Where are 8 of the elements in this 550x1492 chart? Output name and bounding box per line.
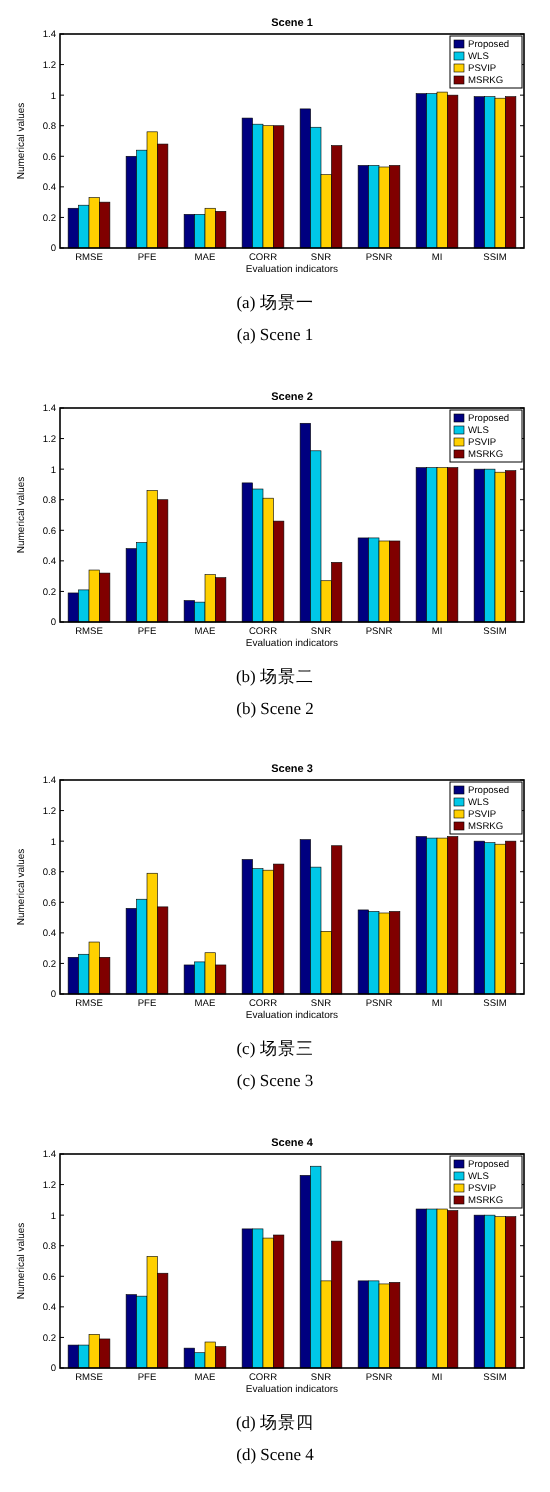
text: (c) 场景三 (236, 1038, 314, 1058)
text: (d) Scene 4 (236, 1443, 316, 1463)
text: (b) Scene 2 (236, 697, 314, 717)
text: (d) 场景四 (235, 1411, 315, 1431)
text: (c) Scene 3 (236, 1070, 314, 1090)
text: (b) 场景二 (235, 665, 315, 685)
text: (a) 场景一 (236, 292, 314, 312)
text: (a) Scene 1 (236, 324, 314, 344)
